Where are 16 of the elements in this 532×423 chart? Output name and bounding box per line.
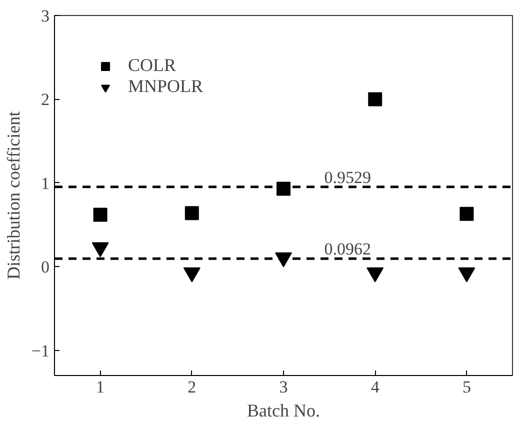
y-axis-title: Distribution coefficient <box>3 111 24 280</box>
ref-line-label: 0.9529 <box>324 168 371 187</box>
x-tick-label: 1 <box>96 378 105 396</box>
x-tick-label: 2 <box>188 378 196 396</box>
y-tick-label: 1 <box>41 174 50 193</box>
ref-line-label: 0.0962 <box>324 240 371 259</box>
legend-label: MNPOLR <box>128 76 204 97</box>
y-tick-label: 3 <box>41 6 50 26</box>
x-tick-label: 3 <box>279 378 288 396</box>
y-tick-label: 2 <box>41 90 50 110</box>
legend-label: COLR <box>128 55 176 76</box>
y-tick-label: −1 <box>31 341 50 360</box>
x-axis-title: Batch No. <box>247 400 320 420</box>
x-tick-label: 5 <box>462 378 471 396</box>
x-tick-label: 4 <box>370 378 380 396</box>
y-tick-label: 0 <box>41 258 50 277</box>
